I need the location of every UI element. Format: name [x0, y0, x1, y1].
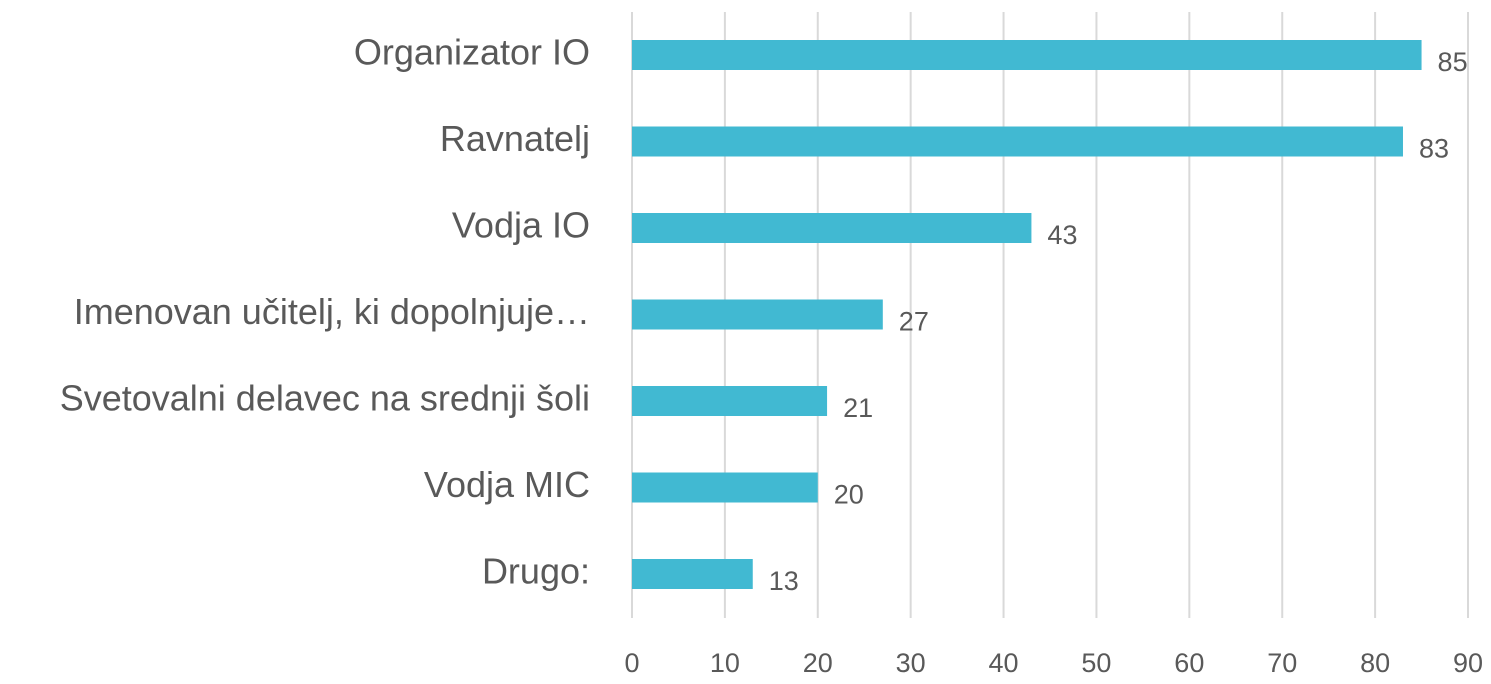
y-tick-label: Organizator IO	[354, 32, 590, 73]
x-tick-label: 90	[1453, 648, 1483, 678]
y-tick-label: Vodja MIC	[424, 464, 590, 505]
bar	[632, 472, 818, 503]
data-label: 21	[843, 393, 873, 423]
y-tick-label: Ravnatelj	[440, 118, 590, 159]
x-tick-label: 30	[896, 648, 926, 678]
x-tick-label: 60	[1174, 648, 1204, 678]
x-tick-label: 80	[1360, 648, 1390, 678]
x-tick-label: 50	[1081, 648, 1111, 678]
x-tick-label: 20	[803, 648, 833, 678]
bar	[632, 213, 1032, 243]
data-label: 13	[769, 566, 799, 596]
bar	[632, 559, 753, 589]
y-tick-label: Drugo:	[482, 551, 590, 592]
x-tick-label: 40	[989, 648, 1019, 678]
x-tick-label: 0	[624, 648, 639, 678]
data-label: 85	[1438, 47, 1468, 77]
y-tick-label: Vodja IO	[452, 205, 590, 246]
y-tick-label: Svetovalni delavec na srednji šoli	[60, 378, 590, 419]
data-label: 43	[1047, 220, 1077, 250]
x-tick-label: 10	[710, 648, 740, 678]
y-tick-label: Imenovan učitelj, ki dopolnjuje…	[74, 291, 590, 332]
bar	[632, 386, 828, 416]
x-tick-label: 70	[1267, 648, 1297, 678]
data-label: 20	[834, 480, 864, 510]
bar	[632, 40, 1422, 70]
data-label: 83	[1419, 134, 1449, 164]
bar	[632, 126, 1403, 157]
data-label: 27	[899, 307, 929, 337]
bar	[632, 299, 883, 330]
